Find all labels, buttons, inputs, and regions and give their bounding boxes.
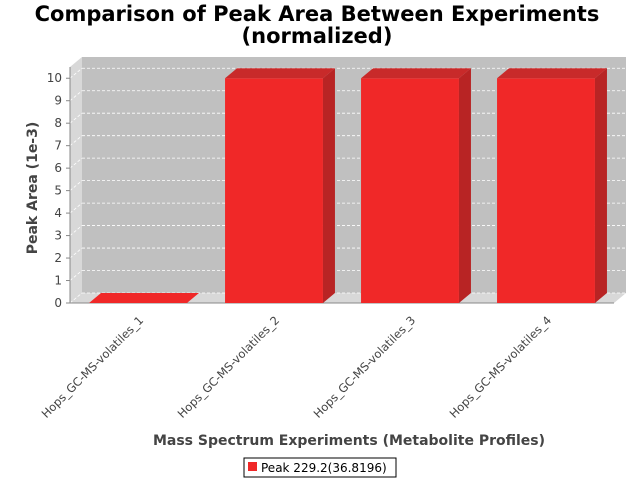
gridline-side bbox=[69, 67, 83, 79]
plot-area: 0 1 2 3 4 5 6 7 8 9 10 Hops_GC-MS-volatiles_1 Hops_G… bbox=[39, 57, 626, 421]
legend-swatch bbox=[248, 462, 257, 471]
gridline-side bbox=[69, 135, 83, 146]
plot-back-wall bbox=[82, 57, 626, 293]
bar bbox=[225, 78, 323, 303]
x-tick-label: Hops_GC-MS-volatiles_2 bbox=[175, 313, 282, 420]
plot-left-wall bbox=[70, 57, 82, 303]
y-axis-label: Peak Area (1e-3) bbox=[25, 122, 41, 255]
bar-side bbox=[458, 68, 471, 303]
x-tick-label: Hops_GC-MS-volatiles_4 bbox=[447, 313, 554, 420]
y-tick-label: 4 bbox=[54, 206, 62, 220]
bar-top bbox=[497, 68, 607, 79]
bar-top bbox=[361, 68, 471, 79]
plot-floor bbox=[70, 293, 626, 303]
y-tick-label: 5 bbox=[54, 184, 62, 198]
y-tick-label: 3 bbox=[54, 229, 62, 243]
x-tick-label: Hops_GC-MS-volatiles_1 bbox=[39, 313, 146, 420]
y-tick-label: 1 bbox=[54, 274, 62, 288]
gridline-side bbox=[69, 292, 83, 304]
y-tick-label: 2 bbox=[54, 251, 62, 265]
gridline-side bbox=[69, 180, 83, 191]
x-axis-label: Mass Spectrum Experiments (Metabolite Pr… bbox=[153, 433, 545, 449]
legend: Peak 229.2(36.8196) bbox=[243, 457, 397, 478]
legend-box bbox=[243, 457, 397, 478]
gridline-side bbox=[69, 157, 83, 169]
bar bbox=[361, 78, 459, 303]
y-tick-label: 7 bbox=[54, 139, 62, 153]
gridline-side bbox=[69, 112, 83, 124]
bar bbox=[497, 78, 595, 303]
gridline-side bbox=[69, 270, 83, 281]
gridline-side bbox=[69, 202, 83, 214]
x-tick-label: Hops_GC-MS-volatiles_3 bbox=[311, 313, 418, 420]
bar bbox=[89, 293, 199, 303]
chart-title-line2: (normalized) bbox=[242, 24, 393, 48]
bar-top bbox=[225, 68, 335, 79]
y-tick-label: 6 bbox=[54, 161, 62, 175]
gridline-side bbox=[69, 90, 83, 102]
y-tick-label: 8 bbox=[54, 116, 62, 130]
bar-side bbox=[322, 68, 335, 303]
gridline-side bbox=[69, 225, 83, 236]
legend-label: Peak 229.2(36.8196) bbox=[261, 461, 387, 475]
y-tick-label: 9 bbox=[54, 94, 62, 108]
gridline-side bbox=[69, 247, 83, 259]
y-tick-label: 0 bbox=[54, 296, 62, 310]
bar-side bbox=[594, 68, 607, 303]
y-tick-label: 10 bbox=[47, 71, 62, 85]
chart-title-line1: Comparison of Peak Area Between Experime… bbox=[35, 2, 600, 26]
